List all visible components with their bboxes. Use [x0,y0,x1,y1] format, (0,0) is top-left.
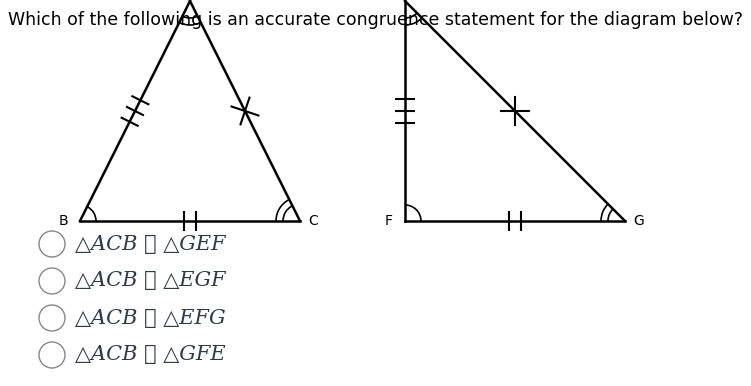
Text: G: G [633,214,644,228]
Text: B: B [59,214,68,228]
Text: △ACB ≅ △GFE: △ACB ≅ △GFE [75,345,225,364]
Text: △ACB ≅ △EFG: △ACB ≅ △EFG [75,308,225,327]
Text: △ACB ≅ △GEF: △ACB ≅ △GEF [75,235,225,254]
Text: Which of the following is an accurate congruence statement for the diagram below: Which of the following is an accurate co… [8,11,743,29]
Text: F: F [385,214,393,228]
Text: C: C [308,214,318,228]
Text: △ACB ≅ △EGF: △ACB ≅ △EGF [75,271,225,291]
